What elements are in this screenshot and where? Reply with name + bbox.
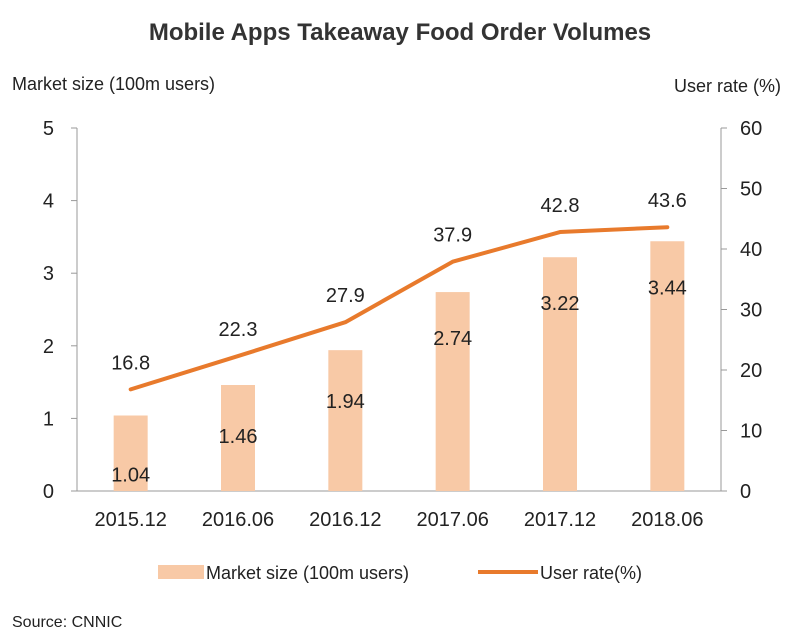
left-tick-label: 1 bbox=[43, 408, 54, 430]
bar-data-label: 3.22 bbox=[541, 293, 580, 315]
bar-data-label: 2.74 bbox=[433, 328, 472, 350]
line-data-label: 43.6 bbox=[648, 190, 687, 212]
bar bbox=[543, 257, 577, 491]
x-tick-label: 2017.12 bbox=[524, 509, 596, 531]
left-tick-label: 3 bbox=[43, 263, 54, 285]
line-data-label: 37.9 bbox=[433, 225, 472, 247]
x-tick-label: 2016.12 bbox=[309, 509, 381, 531]
left-tick-label: 0 bbox=[43, 481, 54, 503]
x-tick-label: 2018.06 bbox=[631, 509, 703, 531]
line-data-label: 16.8 bbox=[111, 352, 150, 374]
bar bbox=[221, 385, 255, 491]
legend-bar-swatch bbox=[158, 565, 204, 579]
bar bbox=[435, 292, 470, 491]
chart-title: Mobile Apps Takeaway Food Order Volumes bbox=[149, 19, 651, 46]
bar bbox=[328, 350, 363, 491]
line-data-label: 27.9 bbox=[326, 285, 365, 307]
bar-data-label: 1.94 bbox=[326, 391, 365, 413]
bar bbox=[650, 241, 685, 491]
right-tick-label: 0 bbox=[740, 481, 751, 503]
plot-area: 01234501020304050601.041.461.942.743.223… bbox=[43, 118, 762, 531]
user-rate-line bbox=[128, 225, 670, 392]
legend-line-label: User rate(%) bbox=[540, 563, 642, 583]
line-data-label: 42.8 bbox=[541, 195, 580, 217]
legend: Market size (100m users) User rate(%) bbox=[158, 563, 642, 583]
right-tick-label: 50 bbox=[740, 179, 762, 201]
left-axis-title: Market size (100m users) bbox=[12, 74, 215, 94]
x-tick-label: 2015.12 bbox=[95, 509, 167, 531]
bar bbox=[113, 415, 148, 491]
legend-bar-label: Market size (100m users) bbox=[206, 563, 409, 583]
left-tick-label: 4 bbox=[43, 191, 54, 213]
right-tick-label: 30 bbox=[740, 300, 762, 322]
right-tick-label: 20 bbox=[740, 360, 762, 382]
x-tick-label: 2016.06 bbox=[202, 509, 274, 531]
left-tick-label: 5 bbox=[43, 118, 54, 140]
right-tick-label: 40 bbox=[740, 239, 762, 261]
bar-data-label: 1.46 bbox=[219, 426, 258, 448]
x-tick-label: 2017.06 bbox=[417, 509, 489, 531]
bar-data-label: 3.44 bbox=[648, 277, 687, 299]
right-tick-label: 10 bbox=[740, 421, 762, 443]
right-tick-label: 60 bbox=[740, 118, 762, 140]
source-note: Source: CNNIC bbox=[12, 614, 122, 631]
left-tick-label: 2 bbox=[43, 336, 54, 358]
line-data-label: 22.3 bbox=[219, 319, 258, 341]
right-axis-title: User rate (%) bbox=[674, 76, 781, 96]
bar-data-label: 1.04 bbox=[111, 464, 150, 486]
